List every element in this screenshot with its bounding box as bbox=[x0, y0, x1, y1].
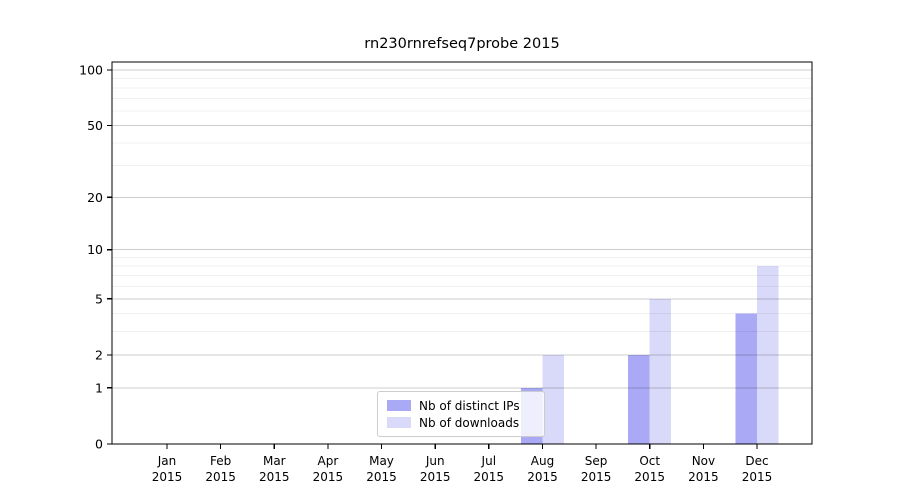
x-tick-label: Aug 2015 bbox=[527, 454, 558, 484]
legend: Nb of distinct IPs Nb of downloads bbox=[377, 391, 545, 437]
legend-swatch-downloads bbox=[387, 417, 411, 428]
x-axis: Jan 2015 Feb 2015 Mar 2015 Apr 2015 May 2015 Jun 20… bbox=[152, 444, 773, 484]
x-tick-label: May 2015 bbox=[366, 454, 397, 484]
bar-nb-of-distinct-ips-oct-2015 bbox=[628, 355, 650, 444]
grid-major bbox=[112, 69, 812, 389]
bar-nb-of-distinct-ips-dec-2015 bbox=[735, 313, 757, 444]
bar-nb-of-downloads-oct-2015 bbox=[649, 298, 672, 444]
legend-item-distinct-ips: Nb of distinct IPs bbox=[387, 399, 535, 413]
legend-swatch-distinct-ips bbox=[387, 400, 411, 411]
y-tick-label: 2 bbox=[95, 348, 103, 363]
y-tick-label: 10 bbox=[87, 242, 103, 257]
legend-item-downloads: Nb of downloads bbox=[387, 416, 535, 430]
y-tick-label: 100 bbox=[79, 63, 103, 78]
y-tick-label: 1 bbox=[95, 380, 103, 395]
x-tick-label: Nov 2015 bbox=[688, 454, 719, 484]
x-tick-label: Oct 2015 bbox=[634, 454, 665, 484]
y-tick-label: 50 bbox=[87, 118, 103, 133]
bars-group bbox=[521, 265, 779, 444]
x-tick-label: Jun 2015 bbox=[420, 454, 451, 484]
y-tick-label: 0 bbox=[95, 437, 103, 452]
legend-label-distinct-ips: Nb of distinct IPs bbox=[419, 398, 520, 413]
x-tick-label: Dec 2015 bbox=[742, 454, 773, 484]
x-tick-label: Apr 2015 bbox=[313, 454, 344, 484]
chart-title: rn230rnrefseq7probe 2015 bbox=[364, 36, 560, 52]
x-tick-label: Feb 2015 bbox=[205, 454, 236, 484]
x-tick-label: Jul 2015 bbox=[474, 454, 505, 484]
x-tick-label: Jan 2015 bbox=[152, 454, 183, 484]
bar-nb-of-downloads-dec-2015 bbox=[757, 265, 779, 444]
y-tick-label: 20 bbox=[87, 190, 103, 205]
bar-nb-of-downloads-aug-2015 bbox=[542, 355, 564, 444]
x-tick-label: Sep 2015 bbox=[581, 454, 612, 484]
grid-minor bbox=[112, 77, 812, 333]
plot-area-border bbox=[111, 61, 813, 445]
x-tick-label: Mar 2015 bbox=[259, 454, 290, 484]
y-axis: 0 1 2 5 10 20 50 100 bbox=[79, 63, 112, 452]
y-tick-label: 5 bbox=[95, 291, 103, 306]
legend-label-downloads: Nb of downloads bbox=[419, 415, 520, 430]
